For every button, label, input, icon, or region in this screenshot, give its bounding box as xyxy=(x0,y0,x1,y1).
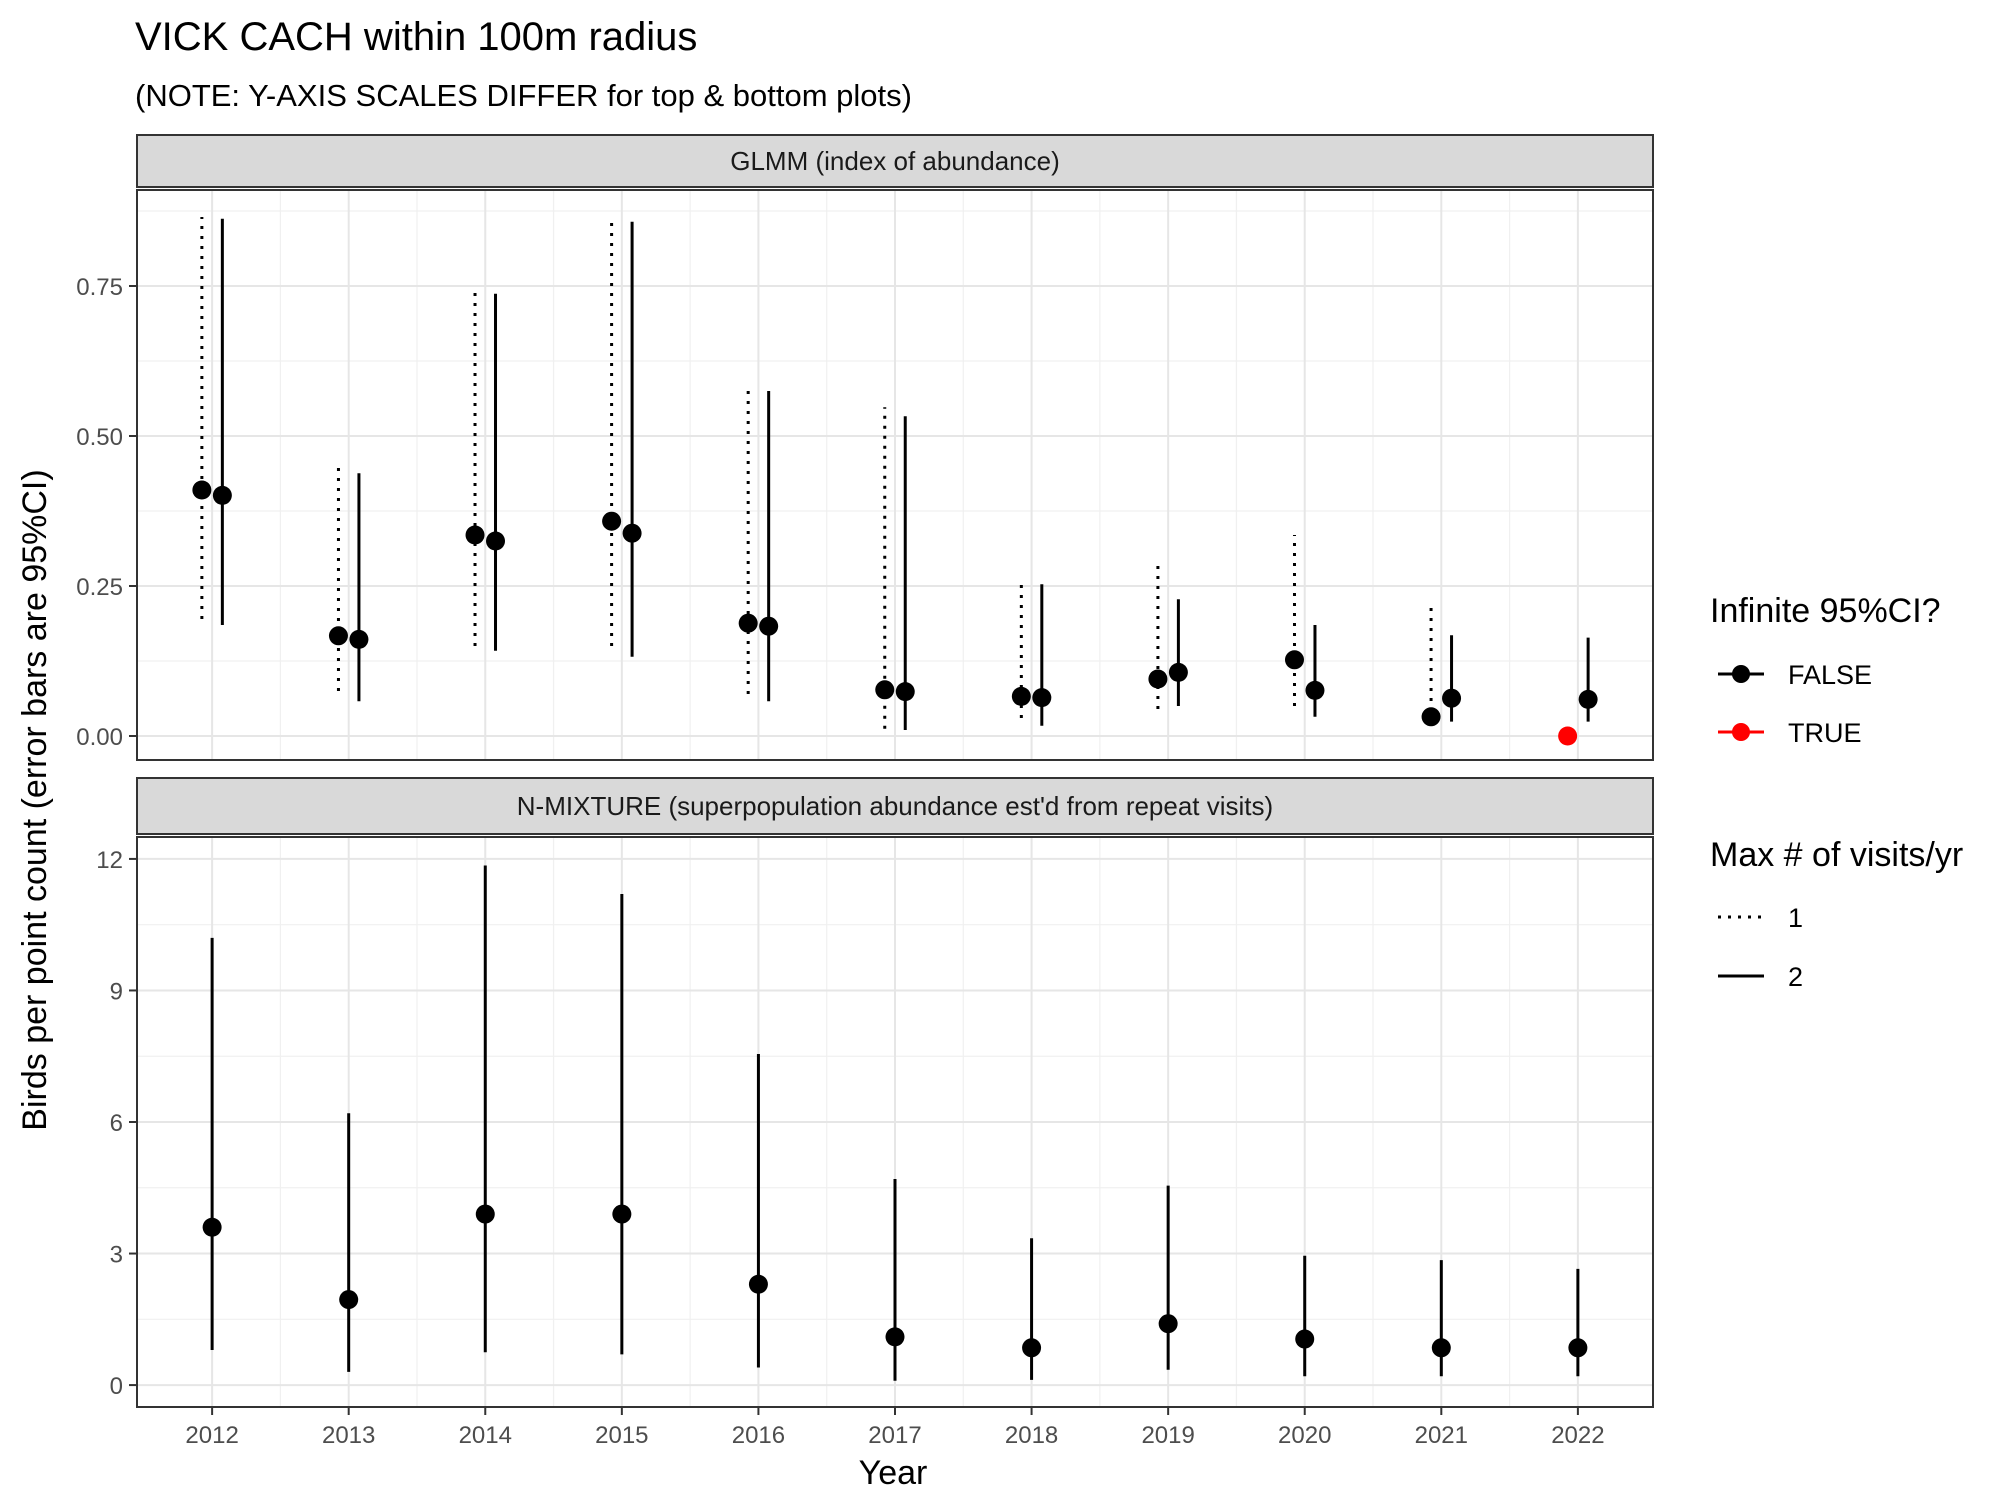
data-point xyxy=(1578,689,1598,709)
panel-strip-label: GLMM (index of abundance) xyxy=(730,146,1060,176)
x-tick-label: 2021 xyxy=(1415,1422,1468,1449)
data-point xyxy=(895,682,915,702)
chart-title: VICK CACH within 100m radius xyxy=(135,15,697,59)
legend-false-point xyxy=(1732,665,1750,683)
legend-false-label: FALSE xyxy=(1788,660,1872,690)
data-point xyxy=(1032,688,1052,708)
data-point xyxy=(748,1274,768,1294)
y-tick-label: 0.75 xyxy=(76,274,123,301)
data-point xyxy=(738,613,758,633)
data-point xyxy=(1568,1338,1588,1358)
legend-infinite: Infinite 95%CI? FALSE TRUE xyxy=(1710,592,1941,748)
y-tick-label: 12 xyxy=(96,847,123,874)
data-point xyxy=(1431,1338,1451,1358)
data-point xyxy=(622,523,642,543)
x-axis: 2012 2013 2014 2015 2016 2017 2018 2019 2020 2021… xyxy=(185,1407,1605,1449)
x-tick-label: 2013 xyxy=(322,1422,375,1449)
data-point xyxy=(885,1327,905,1347)
data-point xyxy=(192,480,212,500)
data-point xyxy=(202,1217,222,1237)
chart-subtitle: (NOTE: Y-AXIS SCALES DIFFER for top & bo… xyxy=(135,78,912,113)
x-tick-label: 2014 xyxy=(459,1422,512,1449)
data-point xyxy=(486,531,506,551)
x-axis-label: Year xyxy=(859,1454,928,1492)
data-point xyxy=(1022,1338,1042,1358)
data-point xyxy=(602,511,622,531)
data-point xyxy=(875,680,895,700)
panel-strip-label: N-MIXTURE (superpopulation abundance est… xyxy=(517,791,1273,821)
x-tick-label: 2020 xyxy=(1278,1422,1331,1449)
data-point xyxy=(1295,1329,1315,1349)
y-tick-label: 0.00 xyxy=(76,724,123,751)
data-point xyxy=(1011,686,1031,706)
y-tick-label: 0.50 xyxy=(76,424,123,451)
x-tick-label: 2019 xyxy=(1141,1422,1194,1449)
data-point xyxy=(1158,1314,1178,1334)
panel-border xyxy=(136,189,1654,761)
y-axis-label: Birds per point count (error bars are 95… xyxy=(16,469,54,1130)
data-point xyxy=(339,1290,359,1310)
legend-visits-title: Max # of visits/yr xyxy=(1710,836,1963,874)
legend-visits: Max # of visits/yr 1 2 xyxy=(1710,836,1963,992)
x-tick-label: 2018 xyxy=(1005,1422,1058,1449)
panel-strip xyxy=(136,777,1654,835)
data-point xyxy=(349,629,369,649)
x-tick-label: 2016 xyxy=(732,1422,785,1449)
top-panel: GLMM (index of abundance) 0.00 0.25 0.50 0.7… xyxy=(76,134,1654,761)
data-point xyxy=(1305,680,1325,700)
legend-visits-2-label: 2 xyxy=(1788,962,1803,992)
panel-strip xyxy=(136,134,1654,188)
data-point xyxy=(1442,688,1462,708)
data-point xyxy=(759,616,779,636)
data-point xyxy=(1168,662,1188,682)
bottom-panel: N-MIXTURE (superpopulation abundance est… xyxy=(96,777,1654,1408)
x-tick-label: 2022 xyxy=(1551,1422,1604,1449)
y-tick-label: 3 xyxy=(110,1242,123,1269)
data-point xyxy=(328,626,348,646)
legend-infinite-title: Infinite 95%CI? xyxy=(1710,592,1941,630)
data-point xyxy=(212,485,232,505)
data-point xyxy=(1421,707,1441,727)
data-point xyxy=(1558,726,1578,746)
legend-true-label: TRUE xyxy=(1788,718,1862,748)
data-point xyxy=(1148,669,1168,689)
data-point xyxy=(475,1204,495,1224)
data-point xyxy=(1284,650,1304,670)
y-tick-label: 0.25 xyxy=(76,574,123,601)
y-tick-label: 9 xyxy=(110,978,123,1005)
data-point xyxy=(612,1204,632,1224)
x-tick-label: 2012 xyxy=(185,1422,238,1449)
y-tick-label: 6 xyxy=(110,1110,123,1137)
y-tick-label: 0 xyxy=(110,1373,123,1400)
x-tick-label: 2015 xyxy=(595,1422,648,1449)
legend-visits-1-label: 1 xyxy=(1788,903,1803,933)
x-tick-label: 2017 xyxy=(868,1422,921,1449)
legend-true-point xyxy=(1732,723,1750,741)
data-point xyxy=(465,525,485,545)
